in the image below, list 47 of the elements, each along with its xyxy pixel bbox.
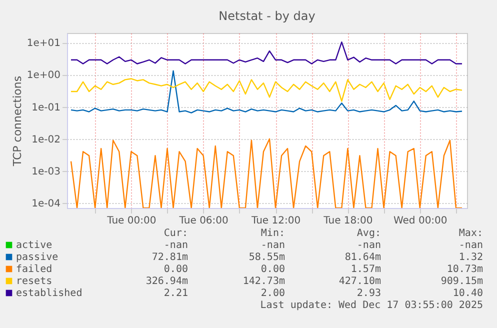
text: 1.57m [350, 264, 381, 275]
legend-label: resets [16, 276, 52, 287]
x-tick-label: Tue 12:00 [250, 216, 301, 226]
legend-label: passive [16, 252, 58, 263]
text: 10.40 [452, 288, 483, 299]
line-series [70, 70, 463, 114]
text: 0.00 [260, 264, 285, 275]
text: 909.15m [440, 276, 483, 287]
text: Last update: Wed Dec 17 03:55:00 2025 [260, 300, 483, 311]
text: -nan [260, 240, 285, 251]
text: 0.00 [164, 264, 188, 275]
text: Min: [260, 228, 285, 239]
text: 81.64m [344, 252, 381, 263]
y-tick-label: 1e-04 [32, 198, 60, 210]
legend-label: failed [16, 264, 52, 275]
text: 2.93 [356, 288, 381, 299]
text: 1.32 [458, 252, 483, 263]
text: -nan [458, 240, 483, 251]
line-series [70, 138, 463, 208]
y-tick-label: 1e+00 [26, 70, 60, 82]
legend-label: established [16, 288, 82, 299]
text: 427.10m [338, 276, 381, 287]
y-tick-label: 1e+01 [26, 38, 60, 50]
text: 58.55m [248, 252, 285, 263]
legend-label: active [16, 240, 52, 251]
text: 2.21 [164, 288, 188, 299]
x-tick-label: Tue 18:00 [322, 216, 373, 226]
line-series [70, 78, 463, 102]
x-tick-label: Wed 00:00 [393, 216, 448, 226]
text: Cur: [164, 228, 188, 239]
text: Max: [458, 228, 483, 239]
text: 142.73m [242, 276, 285, 287]
x-tick-label: Tue 00:00 [106, 216, 156, 226]
chart-title: Netstat - by day [218, 9, 316, 23]
y-axis-title: TCP connections [10, 76, 24, 168]
text: 326.94m [146, 276, 188, 287]
text: Avg: [356, 228, 381, 239]
text: -nan [356, 240, 381, 251]
line-series [70, 42, 463, 64]
x-tick-label: Tue 06:00 [178, 216, 228, 226]
text: -nan [164, 240, 188, 251]
y-tick-label: 1e-01 [32, 102, 60, 114]
y-tick-label: 1e-02 [32, 134, 60, 146]
text: 72.81m [152, 252, 188, 263]
y-tick-label: 1e-03 [32, 166, 60, 178]
text: 10.73m [446, 264, 483, 275]
text: 2.00 [260, 288, 285, 299]
